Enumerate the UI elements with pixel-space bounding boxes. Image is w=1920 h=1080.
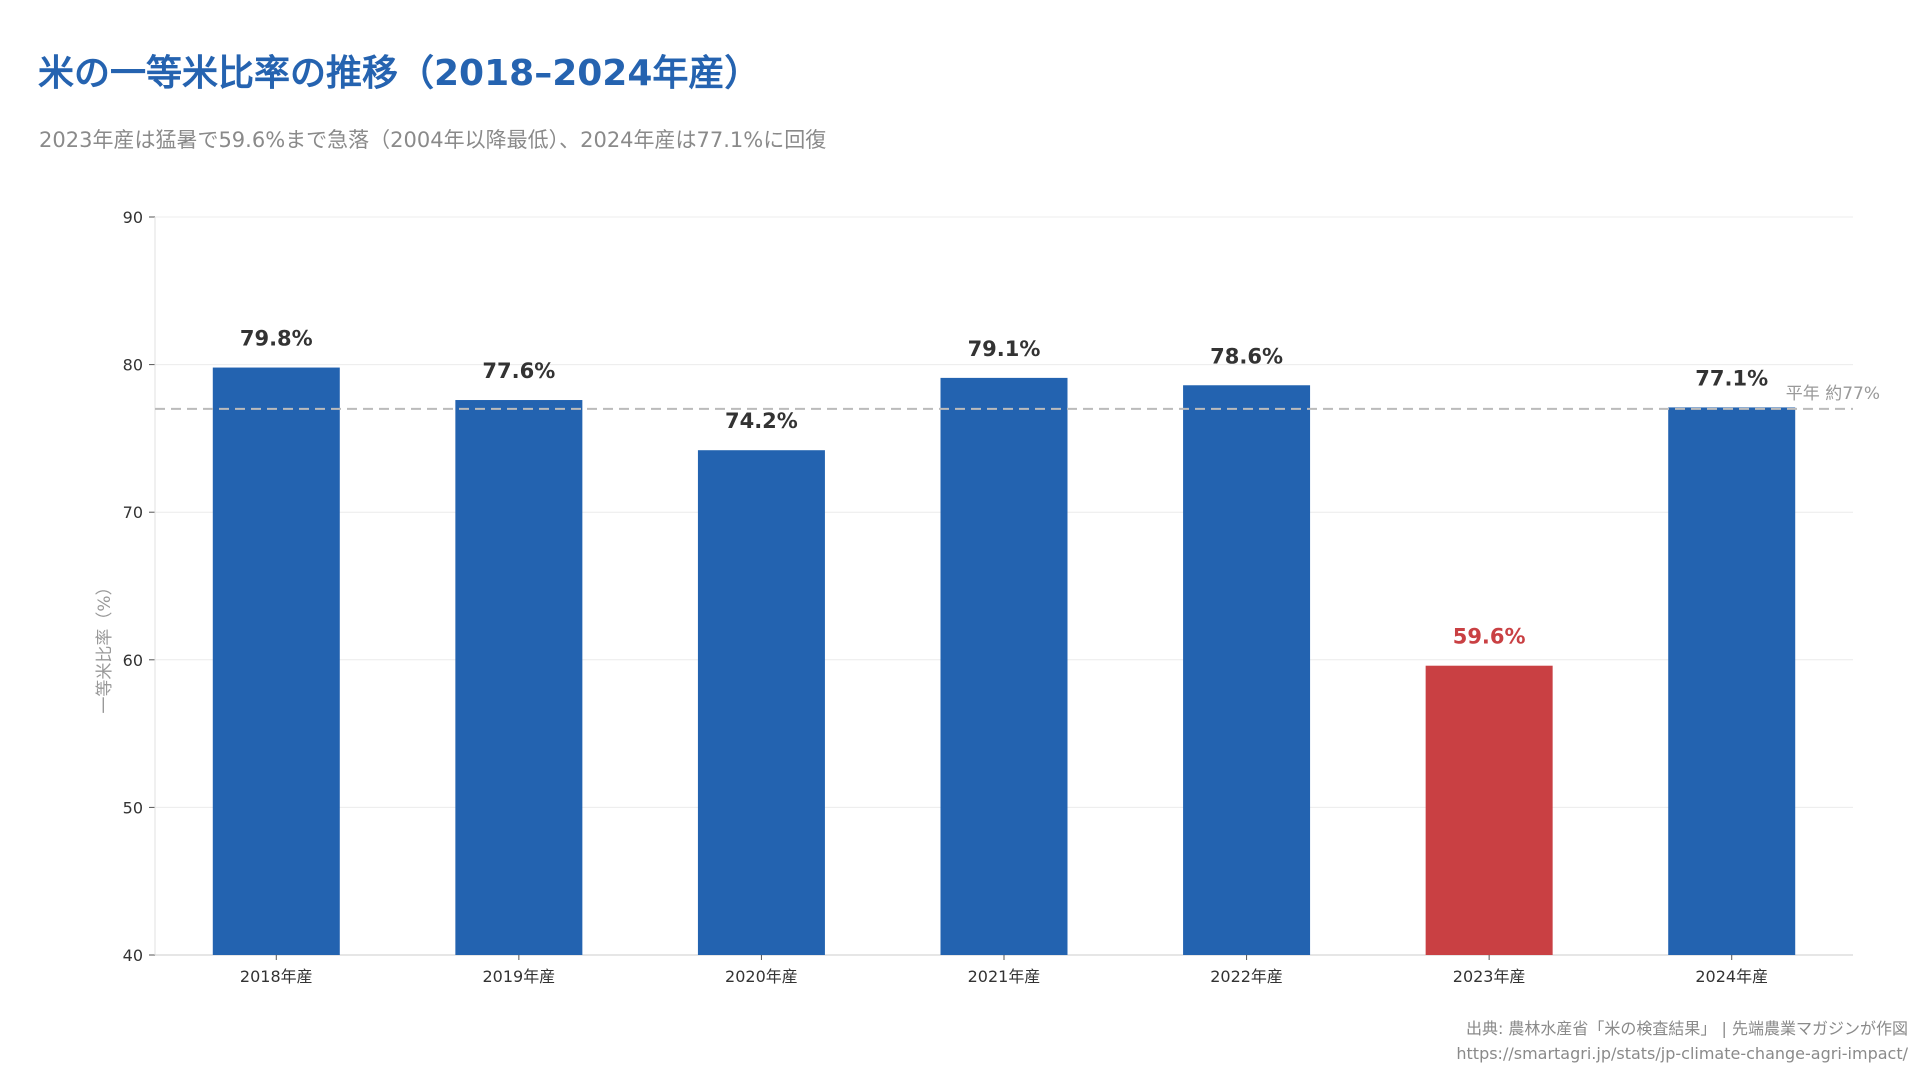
data-label: 59.6% — [1453, 625, 1526, 649]
source-note: 出典: 農林水産省「米の検査結果」 | 先端農業マガジンが作図 — [1465, 1019, 1908, 1038]
footer: 出典: 農林水産省「米の検査結果」 | 先端農業マガジンが作図 https://… — [1456, 1016, 1908, 1066]
source-url: https://smartagri.jp/stats/jp-climate-ch… — [1456, 1044, 1908, 1063]
y-tick-label: 80 — [123, 356, 143, 375]
x-tick-label: 2019年産 — [482, 967, 555, 986]
data-label: 78.6% — [1210, 344, 1283, 368]
data-label: 79.8% — [240, 327, 313, 351]
x-tick-label: 2023年産 — [1453, 967, 1526, 986]
x-tick-label: 2020年産 — [725, 967, 798, 986]
bar-2024年産 — [1668, 407, 1796, 955]
bar-2019年産 — [455, 400, 583, 955]
bar-2022年産 — [1183, 385, 1311, 955]
data-label: 79.1% — [968, 337, 1041, 361]
y-tick-label: 70 — [123, 503, 143, 522]
data-label: 74.2% — [725, 409, 798, 433]
bar-2018年産 — [212, 367, 340, 955]
y-tick-label: 40 — [123, 946, 143, 965]
bar-2021年産 — [940, 377, 1068, 955]
chart-subtitle: 2023年産は猛暑で59.6%まで急落（2004年以降最低）、2024年産は77… — [39, 128, 827, 152]
y-tick-label: 60 — [123, 651, 143, 670]
x-tick-label: 2021年産 — [968, 967, 1041, 986]
bar-2020年産 — [697, 450, 825, 955]
x-tick-label: 2024年産 — [1695, 967, 1768, 986]
bar-2023年産 — [1425, 665, 1553, 955]
chart-title: 米の一等米比率の推移（2018–2024年産） — [38, 53, 761, 94]
x-tick-label: 2018年産 — [240, 967, 313, 986]
y-tick-label: 50 — [123, 798, 143, 817]
y-axis-label: 一等米比率（%） — [95, 578, 115, 713]
data-label: 77.1% — [1695, 366, 1768, 390]
y-tick-label: 90 — [123, 208, 143, 227]
x-tick-label: 2022年産 — [1210, 967, 1283, 986]
reference-line-label: 平年 約77% — [1786, 384, 1880, 404]
data-label: 77.6% — [482, 359, 555, 383]
